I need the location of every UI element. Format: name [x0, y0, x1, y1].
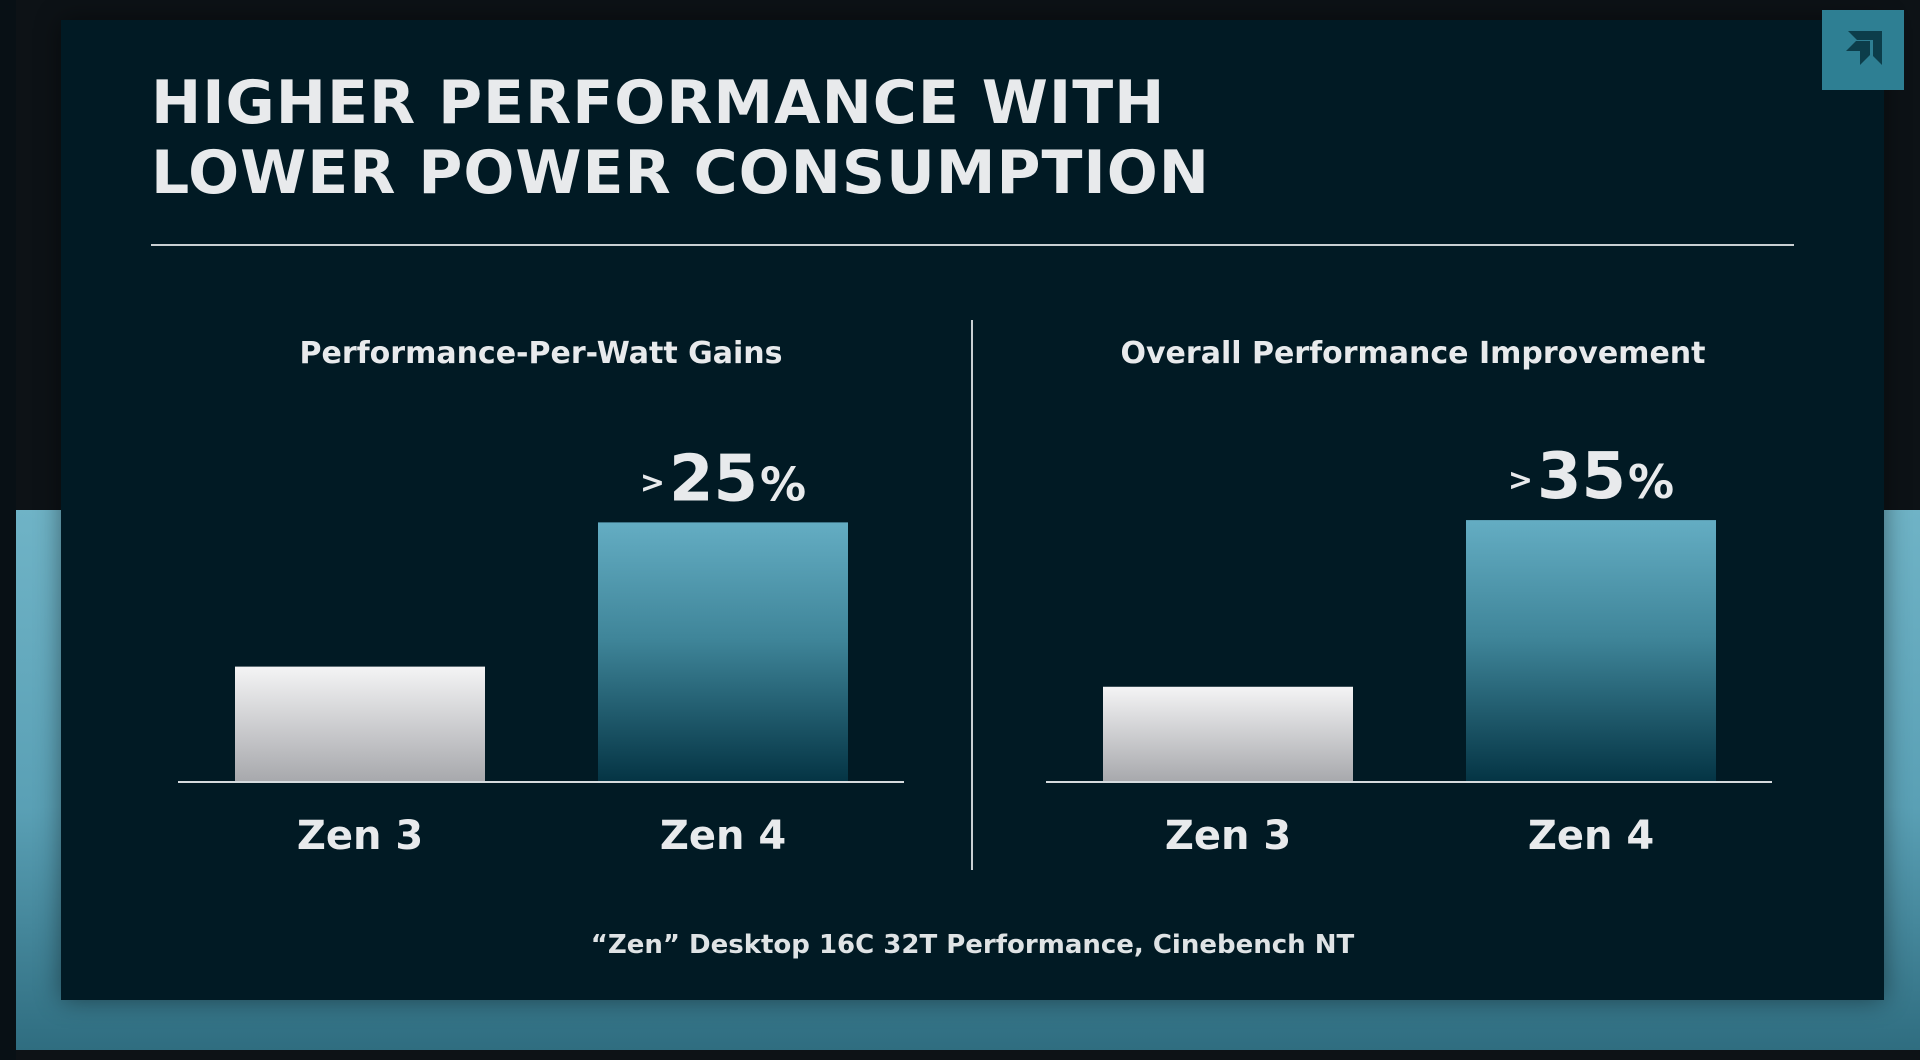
data-label-prefix: > [640, 465, 665, 500]
panel-divider [971, 320, 973, 870]
data-label: >25% [640, 442, 806, 516]
slide-title-line-2: LOWER POWER CONSUMPTION [151, 138, 1210, 208]
amd-logo-glyph [1846, 31, 1882, 65]
backdrop-edge [0, 0, 16, 1060]
bar-zen-4 [598, 522, 848, 782]
bar-zen-3 [1103, 686, 1353, 782]
bar-zen-4 [1466, 520, 1716, 782]
data-label-value: 25 [669, 442, 758, 516]
x-tick-label: Zen 3 [297, 813, 423, 859]
slide-title-line-1: HIGHER PERFORMANCE WITH [151, 68, 1166, 138]
data-label-suffix: % [760, 457, 806, 511]
slide-title: HIGHER PERFORMANCE WITH LOWER POWER CONS… [151, 68, 1210, 208]
x-tick-label: Zen 4 [1528, 813, 1654, 859]
data-label-suffix: % [1628, 455, 1674, 509]
title-divider [151, 244, 1794, 246]
data-label-value: 35 [1537, 440, 1626, 514]
footnote: “Zen” Desktop 16C 32T Performance, Cineb… [590, 930, 1355, 960]
chart-1: Performance-Per-Watt Gains Zen 3 Zen 4 >25% [178, 336, 904, 859]
chart-title: Overall Performance Improvement [1121, 336, 1706, 371]
x-tick-label: Zen 3 [1165, 813, 1291, 859]
chart-title: Performance-Per-Watt Gains [299, 336, 782, 371]
data-label: >35% [1508, 440, 1674, 514]
data-label-prefix: > [1508, 463, 1533, 498]
bar-charts: Performance-Per-Watt Gains Zen 3 Zen 4 >25%… [178, 336, 1772, 859]
amd-logo-icon [1822, 10, 1904, 90]
x-tick-label: Zen 4 [660, 813, 786, 859]
slide: HIGHER PERFORMANCE WITH LOWER POWER CONS… [61, 10, 1904, 1000]
chart-2: Overall Performance Improvement Zen 3 Zen … [1046, 336, 1772, 859]
bar-zen-3 [235, 666, 485, 782]
